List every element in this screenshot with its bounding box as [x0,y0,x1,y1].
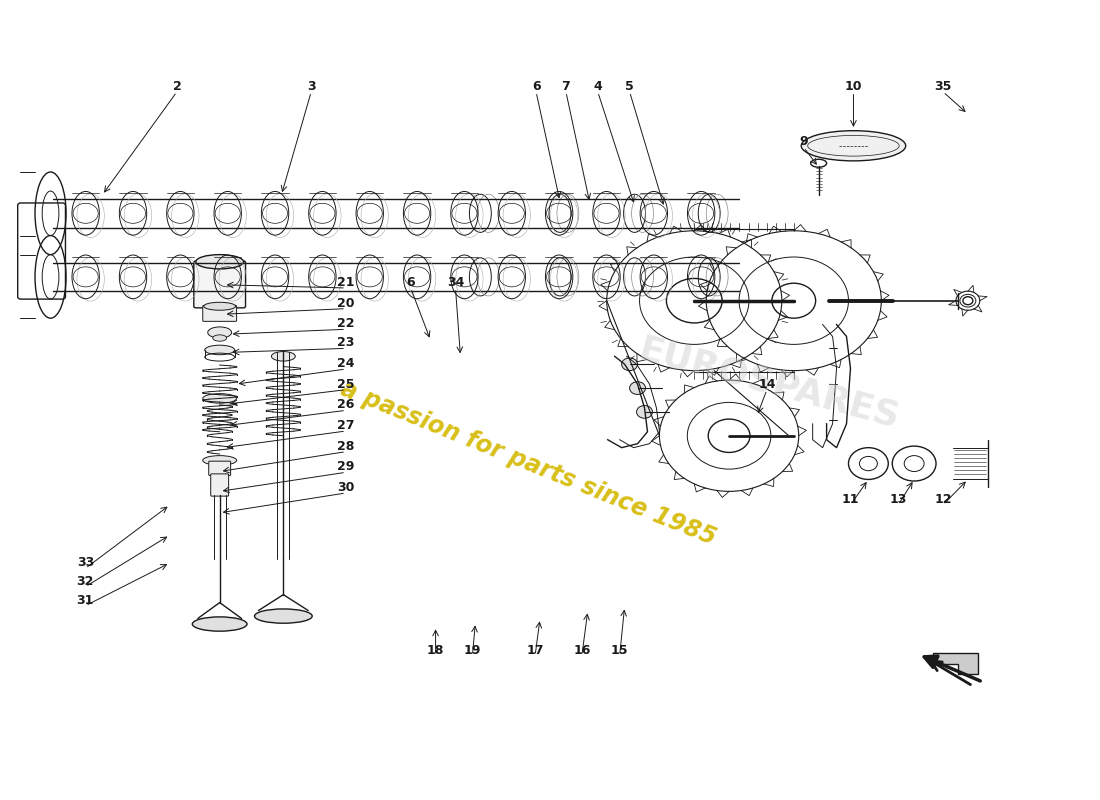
Text: 20: 20 [338,297,355,310]
Text: 7: 7 [561,80,570,93]
Ellipse shape [272,351,295,361]
Ellipse shape [192,617,248,631]
Text: 21: 21 [338,276,355,289]
Text: 3: 3 [307,80,316,93]
FancyBboxPatch shape [202,306,236,322]
FancyBboxPatch shape [194,261,245,308]
Ellipse shape [212,335,227,342]
FancyBboxPatch shape [209,461,231,475]
Ellipse shape [196,254,243,269]
Text: 6: 6 [531,80,540,93]
Text: 22: 22 [338,318,355,330]
Ellipse shape [202,394,236,403]
Text: a passion for parts since 1985: a passion for parts since 1985 [337,377,719,550]
Text: 12: 12 [934,493,952,506]
Text: 27: 27 [338,419,355,432]
Text: 30: 30 [338,481,354,494]
Text: EUROSPARES: EUROSPARES [635,333,903,435]
Text: 33: 33 [77,556,94,570]
FancyBboxPatch shape [211,474,229,496]
Ellipse shape [208,327,232,338]
Text: 10: 10 [845,80,862,93]
Text: 29: 29 [338,460,354,474]
Circle shape [621,358,638,370]
Text: 18: 18 [427,644,444,657]
Text: 11: 11 [842,493,859,506]
Text: 28: 28 [338,439,354,453]
Text: 32: 32 [77,574,94,588]
Text: 34: 34 [447,276,464,289]
Ellipse shape [202,456,236,465]
Text: 14: 14 [758,378,776,390]
Text: 16: 16 [573,644,591,657]
Ellipse shape [205,345,234,354]
Text: 24: 24 [338,357,355,370]
Text: 26: 26 [338,398,354,411]
Text: 19: 19 [464,644,481,657]
Text: 13: 13 [890,493,906,506]
Circle shape [637,406,652,418]
Text: 2: 2 [173,80,182,93]
Text: 15: 15 [610,644,628,657]
Text: 23: 23 [338,336,354,350]
Text: 17: 17 [526,644,543,657]
Text: 31: 31 [77,594,94,606]
Text: 9: 9 [800,135,808,148]
Text: 4: 4 [593,80,602,93]
Ellipse shape [801,130,905,161]
Ellipse shape [254,609,312,623]
Polygon shape [933,653,978,674]
Ellipse shape [204,302,235,310]
Text: 35: 35 [934,80,952,93]
Text: 5: 5 [625,80,634,93]
Text: 25: 25 [338,378,355,390]
Text: 6: 6 [406,276,415,289]
Circle shape [629,382,646,394]
